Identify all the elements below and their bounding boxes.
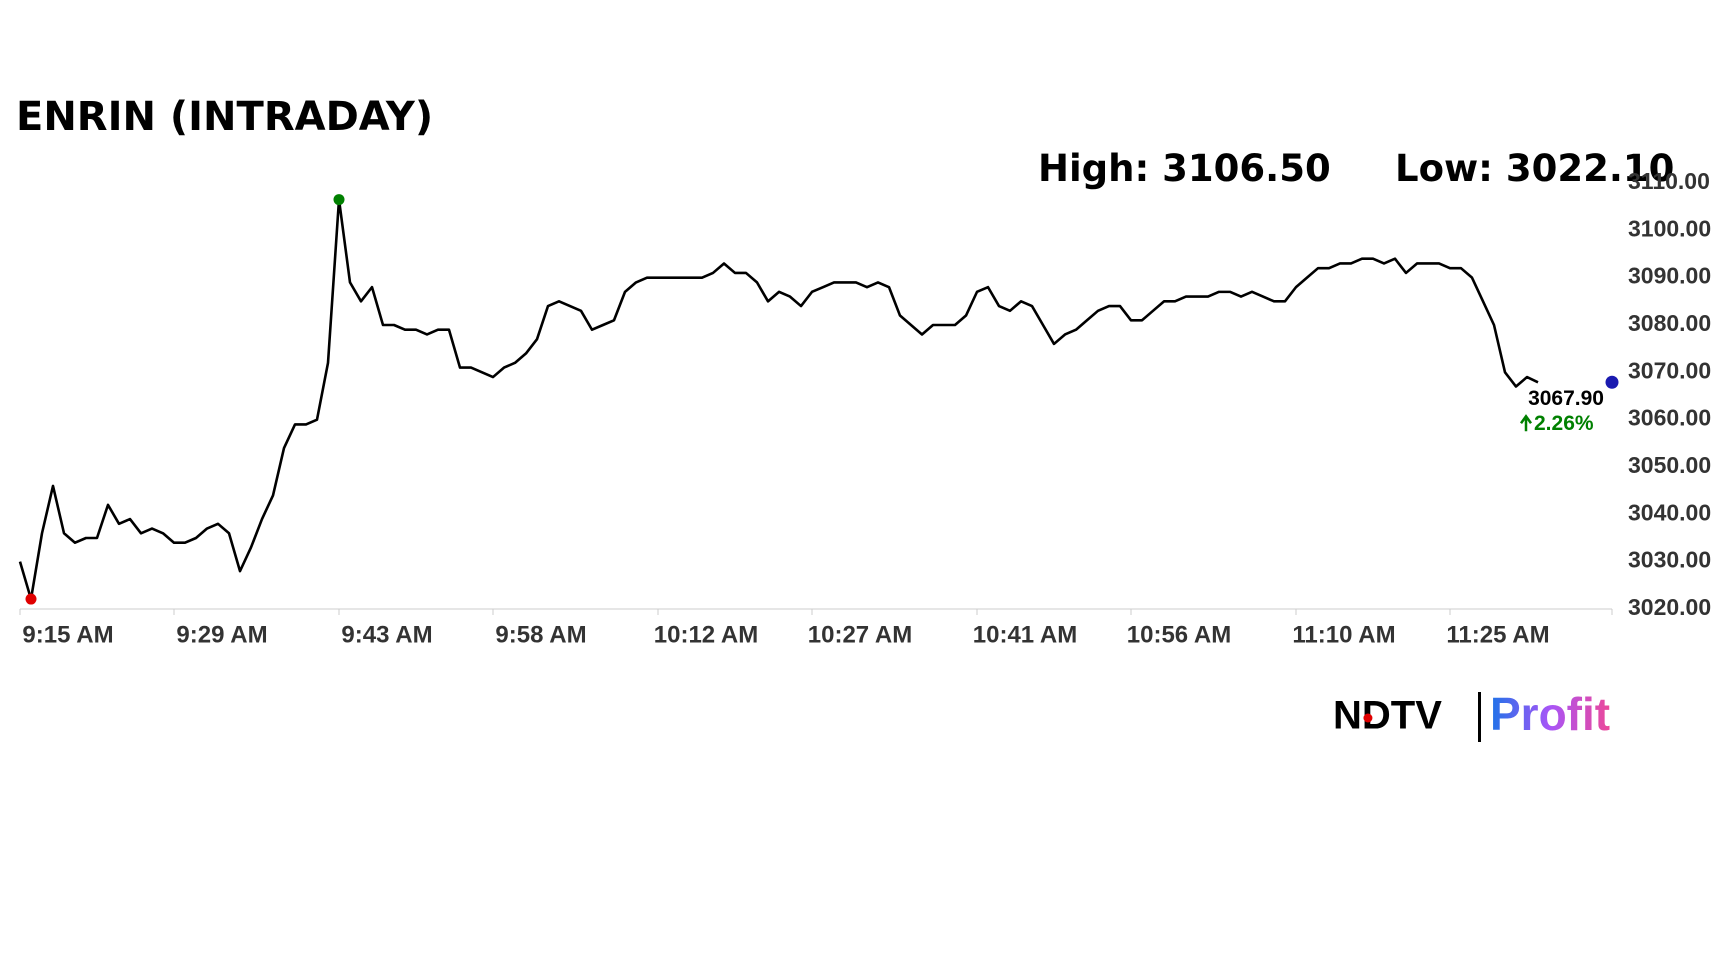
high-stat: High: 3106.50 — [1038, 147, 1331, 190]
last-label: 3067.90 — [1528, 387, 1604, 410]
y-tick-label: 3080.00 — [1628, 310, 1711, 336]
low-label: Low: — [1395, 147, 1493, 190]
high-dot — [333, 194, 345, 206]
chart-title: ENRIN (INTRADAY) — [16, 94, 433, 140]
y-tick-label: 3050.00 — [1628, 452, 1711, 478]
x-tick-label: 10:12 AM — [654, 621, 758, 648]
y-tick-label: 3030.00 — [1628, 547, 1711, 573]
price-line — [18, 198, 1539, 601]
x-tick-label: 10:56 AM — [1127, 621, 1231, 648]
x-tick-label: 9:29 AM — [176, 621, 267, 648]
x-tick-label: 11:10 AM — [1292, 621, 1395, 648]
x-tick-label: 10:27 AM — [808, 621, 912, 648]
y-tick-label: 3100.00 — [1628, 215, 1711, 241]
y-tick-label: 3070.00 — [1628, 357, 1711, 383]
last-dot — [1605, 375, 1619, 389]
x-tick-label: 10:41 AM — [973, 621, 1077, 648]
low-dot — [25, 593, 37, 605]
brand-divider — [1478, 692, 1481, 742]
x-tick-label: 9:43 AM — [341, 621, 432, 648]
low-stat: Low: 3022.10 — [1395, 147, 1674, 190]
high-label: High: — [1038, 147, 1149, 190]
high-value: 3106.50 — [1162, 147, 1331, 190]
y-tick-label: 3040.00 — [1628, 499, 1711, 525]
logo: NDTV Profit — [1333, 688, 1610, 742]
change-label: 2.26% — [1534, 412, 1594, 435]
y-tick-label: 3020.00 — [1628, 594, 1711, 620]
brand-left: NDTV — [1333, 694, 1442, 738]
change-arrow — [1519, 414, 1533, 432]
y-tick-label: 3060.00 — [1628, 405, 1711, 431]
low-value: 3022.10 — [1506, 147, 1675, 190]
y-tick-label: 3110.00 — [1628, 168, 1710, 194]
x-tick-label: 11:25 AM — [1446, 621, 1549, 648]
x-tick-label: 9:58 AM — [495, 621, 586, 648]
brand-right: Profit — [1490, 688, 1610, 740]
brand-dot — [1363, 713, 1373, 723]
y-tick-label: 3090.00 — [1628, 263, 1711, 289]
x-tick-label: 9:15 AM — [22, 621, 113, 648]
